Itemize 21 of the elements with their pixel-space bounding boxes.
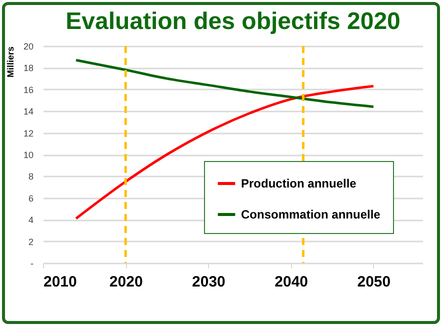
y-tick-label: 14 xyxy=(23,106,34,117)
x-tick-label: 2010 xyxy=(44,274,77,290)
y-tick-label: 18 xyxy=(23,63,34,74)
x-tick-label: 2050 xyxy=(357,274,391,290)
y-tick-label: 10 xyxy=(23,150,34,160)
y-tick-label: 8 xyxy=(28,172,34,182)
x-tick-label: 2020 xyxy=(109,274,143,290)
line-series xyxy=(74,58,375,108)
legend-label: Consommation annuelle xyxy=(241,208,381,222)
y-tick-label: - xyxy=(30,258,34,268)
y-axis-title: Milliers xyxy=(6,46,16,78)
x-tick-label: 2040 xyxy=(274,274,308,290)
y-tick-label: 2 xyxy=(28,236,34,247)
y-tick-label: 6 xyxy=(28,193,34,204)
legend-label: Production annuelle xyxy=(241,176,357,190)
y-tick-label: 4 xyxy=(28,215,34,226)
y-tick-label: 12 xyxy=(23,128,34,138)
x-tick-label: 2030 xyxy=(192,274,226,290)
y-tick-label: 16 xyxy=(23,84,34,95)
y-tick-label: 20 xyxy=(23,42,34,52)
chart-title: Evaluation des objectifs 2020 xyxy=(66,8,400,35)
